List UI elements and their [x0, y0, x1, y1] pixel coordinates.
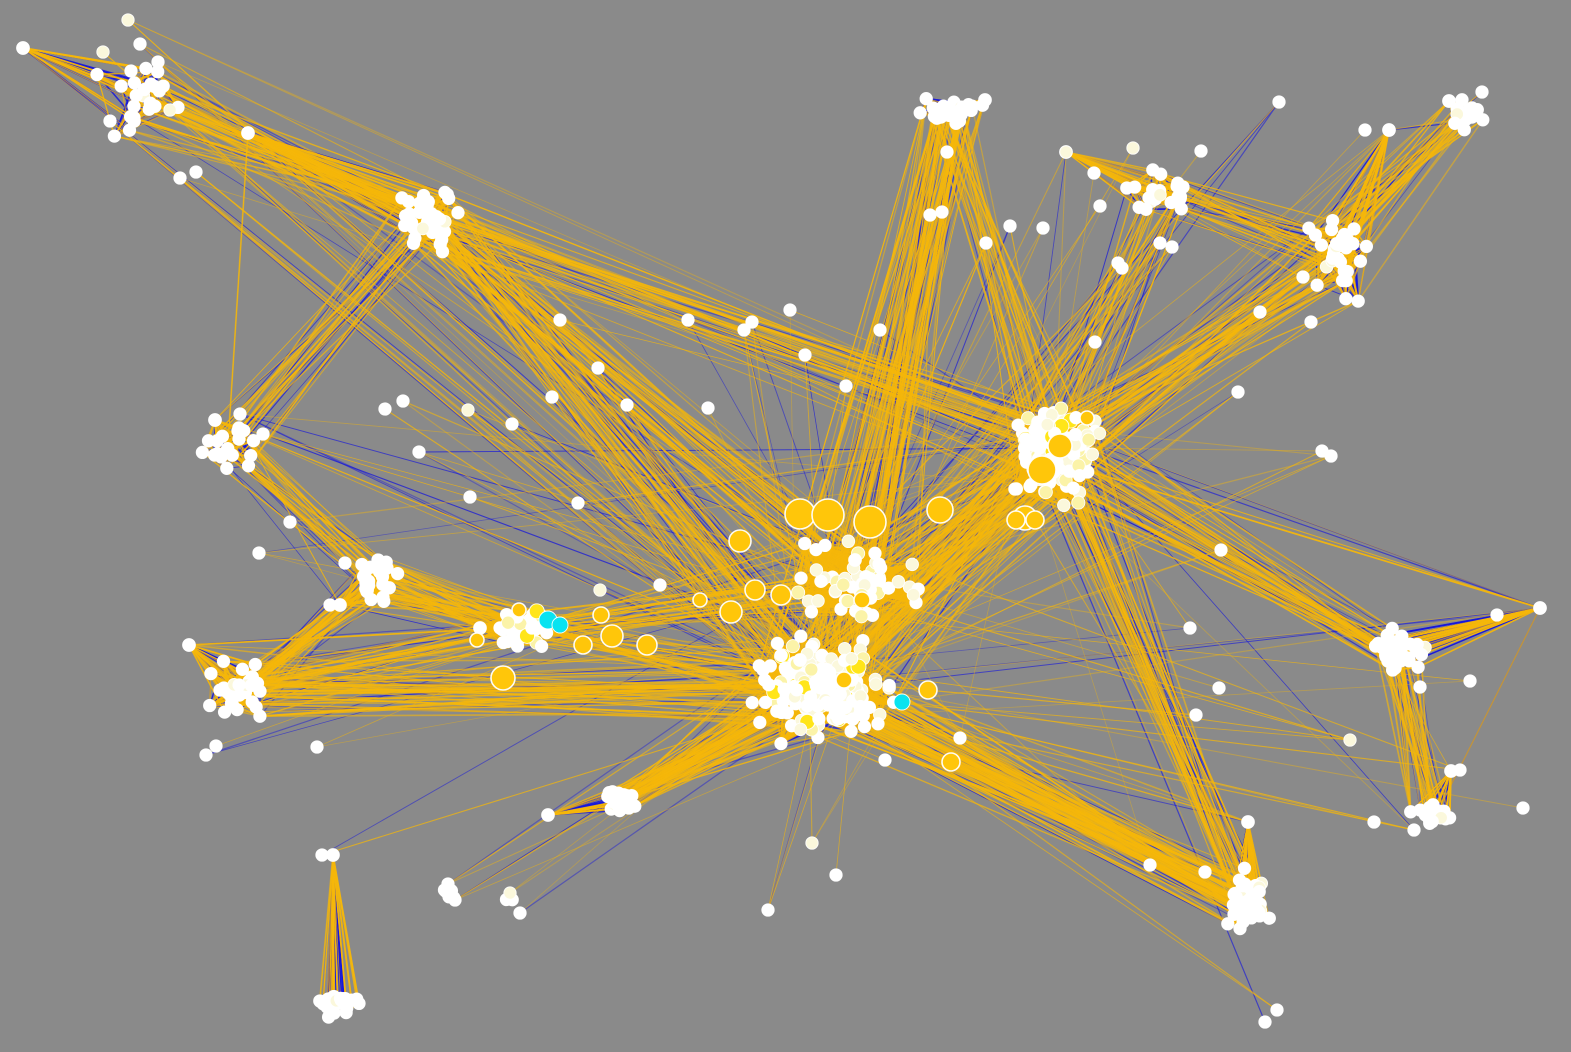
blue-edge — [1086, 440, 1541, 609]
blue-edge — [258, 436, 1053, 554]
blue-edge — [855, 607, 1541, 688]
blue-edge — [1037, 473, 1266, 1023]
blue-edge — [853, 101, 1280, 569]
gold-edge — [1065, 151, 1161, 196]
gold-edge — [22, 47, 150, 110]
gold-edge — [1065, 151, 1147, 210]
blue-edge — [22, 47, 803, 676]
blue-edge — [434, 228, 808, 655]
gold-edge — [22, 47, 135, 119]
blue-edge — [418, 447, 1079, 453]
